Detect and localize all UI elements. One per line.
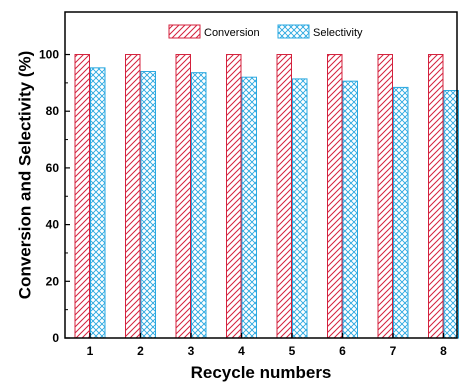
bar-conversion: [377, 54, 393, 339]
x-tick-label: 8: [440, 344, 447, 358]
x-tick-label: 3: [188, 344, 195, 358]
y-axis-title: Conversion and Selectivity (%): [15, 51, 34, 299]
bar-conversion: [125, 54, 141, 339]
legend-label-conversion: Conversion: [204, 27, 260, 39]
bar-conversion: [327, 54, 343, 339]
y-tick-label: 40: [46, 218, 60, 232]
x-tick-label: 4: [238, 344, 245, 358]
x-tick-label: 7: [390, 344, 397, 358]
bar-conversion: [74, 54, 90, 339]
legend: Conversion Selectivity: [168, 24, 363, 39]
bar-conversion: [226, 54, 242, 339]
bar-selectivity: [393, 86, 409, 339]
bar-selectivity: [241, 76, 257, 339]
bar-conversion: [428, 54, 444, 339]
y-tick-label: 80: [46, 104, 60, 118]
legend-label-selectivity: Selectivity: [313, 27, 363, 39]
x-tick-label: 2: [137, 344, 144, 358]
plot-frame: [64, 11, 458, 339]
y-axis: 0 20 40 60 80 100: [39, 48, 70, 345]
x-axis: 1 2 3 4 5 6 7 8: [87, 333, 447, 358]
bars-group: [74, 54, 459, 339]
y-tick-label: 60: [46, 161, 60, 175]
legend-swatch-conversion: [168, 24, 201, 39]
y-tick-label: 100: [39, 48, 59, 62]
bar-conversion: [276, 54, 292, 339]
bar-selectivity: [292, 78, 308, 339]
x-tick-label: 1: [87, 344, 94, 358]
x-tick-label: 6: [339, 344, 346, 358]
bar-selectivity: [191, 72, 207, 339]
bar-selectivity: [342, 80, 358, 339]
x-axis-title: Recycle numbers: [191, 363, 332, 382]
legend-swatch-selectivity: [277, 24, 310, 39]
bar-conversion: [175, 54, 191, 339]
y-tick-label: 0: [52, 331, 59, 345]
bar-selectivity: [140, 71, 156, 339]
x-tick-label: 5: [289, 344, 296, 358]
y-tick-label: 20: [46, 274, 60, 288]
bar-selectivity: [90, 67, 106, 339]
